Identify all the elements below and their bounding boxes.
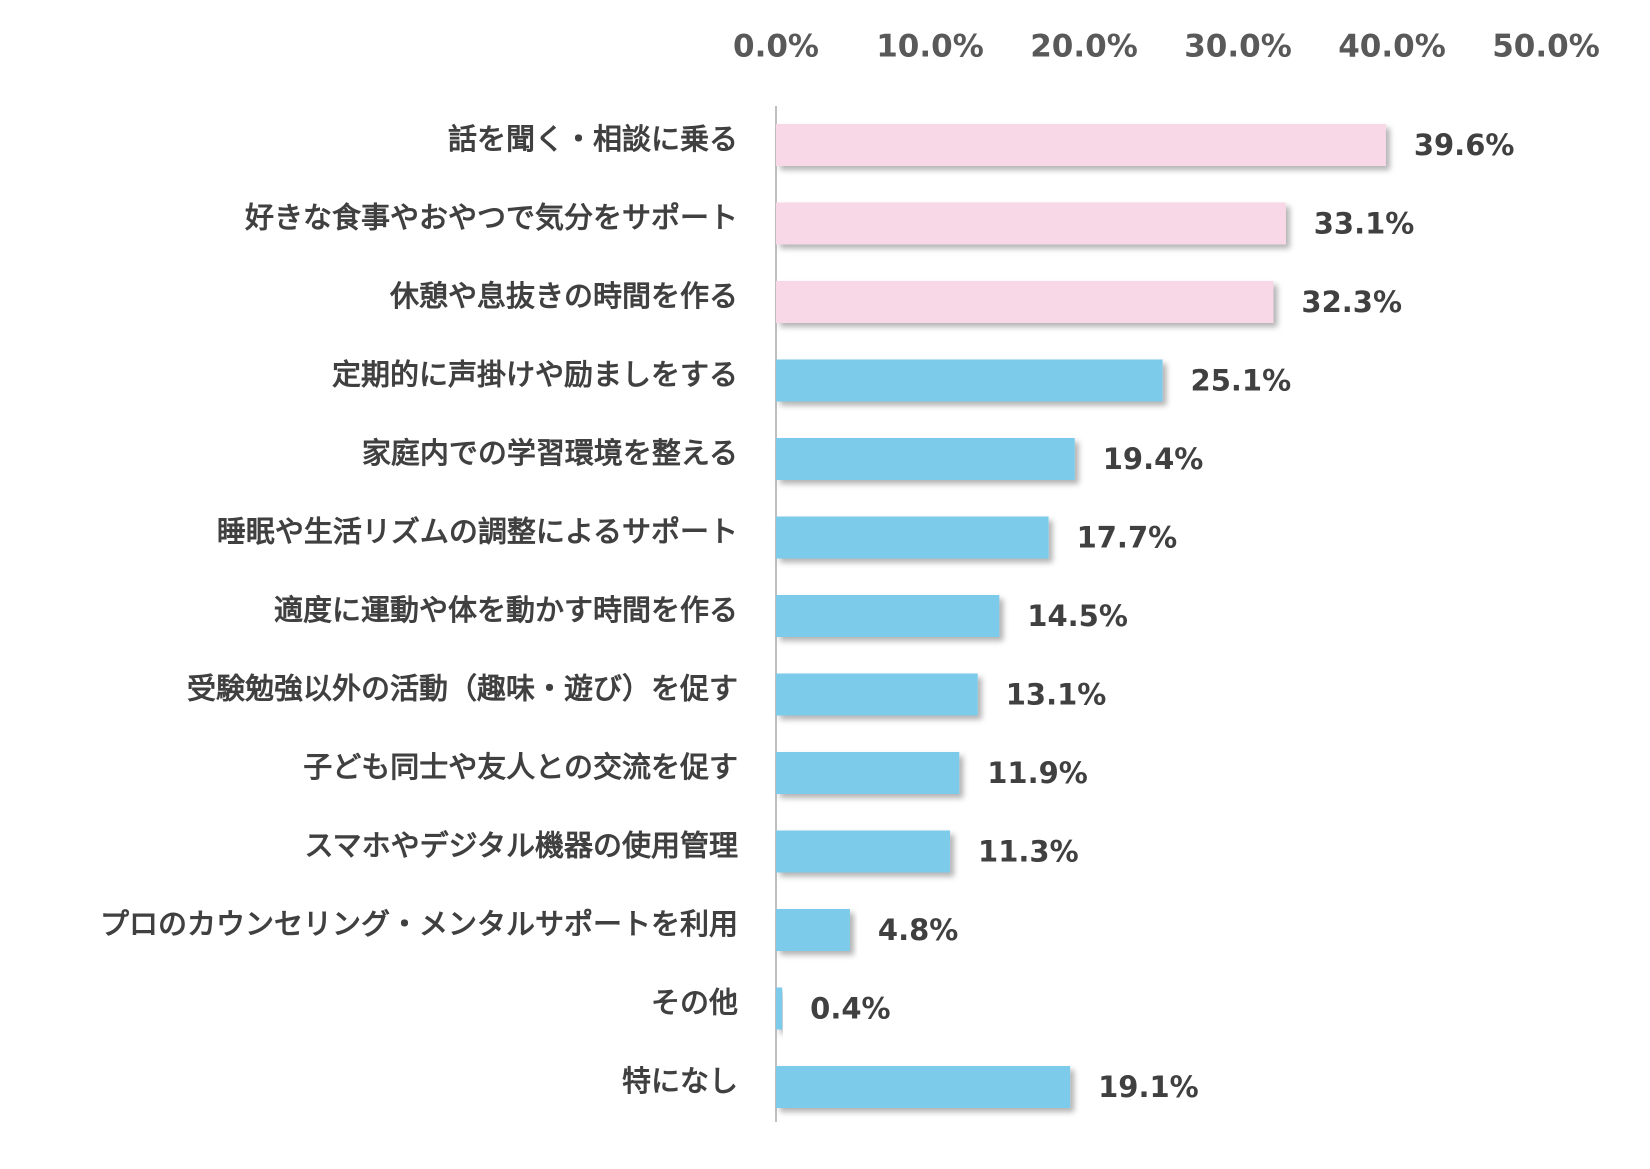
bar (776, 124, 1386, 166)
x-tick-label: 0.0% (733, 29, 819, 65)
y-tick-label: 子ども同士や友人との交流を促す (303, 750, 738, 784)
y-tick-label: 特になし (622, 1064, 738, 1098)
bar (776, 1066, 1071, 1108)
value-label: 19.1% (1098, 1070, 1199, 1104)
y-tick-label: 好きな食事やおやつで気分をサポート (244, 201, 738, 235)
bar (776, 281, 1274, 323)
value-label: 25.1% (1191, 364, 1292, 398)
value-label: 0.4% (810, 992, 890, 1026)
x-tick-label: 10.0% (876, 29, 984, 65)
bar (776, 438, 1075, 480)
x-tick-label: 20.0% (1030, 29, 1138, 65)
bar (776, 595, 1000, 637)
y-tick-label: 話を聞く・相談に乗る (448, 122, 738, 156)
bar (776, 359, 1163, 402)
y-tick-label: その他 (651, 986, 738, 1020)
y-tick-label: 受験勉強以外の活動（趣味・遊び）を促す (187, 672, 738, 706)
value-label: 32.3% (1301, 285, 1402, 319)
y-tick-label: スマホやデジタル機器の使用管理 (304, 829, 738, 863)
value-label: 33.1% (1314, 207, 1415, 241)
bar (776, 673, 978, 716)
value-label: 39.6% (1414, 128, 1515, 162)
x-tick-label: 50.0% (1492, 29, 1600, 65)
y-tick-label: 定期的に声掛けや励ましをする (332, 358, 738, 392)
value-label: 14.5% (1027, 599, 1128, 633)
bar (776, 830, 951, 873)
bar (776, 516, 1049, 559)
y-tick-label: 家庭内での学習環境を整える (362, 436, 738, 470)
x-tick-label: 40.0% (1338, 29, 1446, 65)
y-tick-label: プロのカウンセリング・メンタルサポートを利用 (100, 907, 738, 941)
x-tick-label: 30.0% (1184, 29, 1292, 65)
y-tick-label: 休憩や息抜きの時間を作る (389, 279, 738, 313)
bar (776, 987, 783, 1030)
value-label: 11.3% (978, 835, 1079, 869)
bar (776, 909, 850, 951)
value-label: 4.8% (878, 913, 958, 947)
value-label: 17.7% (1077, 521, 1178, 555)
value-label: 11.9% (987, 756, 1088, 790)
y-tick-label: 適度に運動や体を動かす時間を作る (274, 593, 738, 627)
bar (776, 202, 1286, 245)
bar (776, 752, 960, 794)
value-label: 19.4% (1103, 442, 1204, 476)
y-tick-label: 睡眠や生活リズムの調整によるサポート (217, 515, 738, 549)
value-label: 13.1% (1006, 678, 1107, 712)
